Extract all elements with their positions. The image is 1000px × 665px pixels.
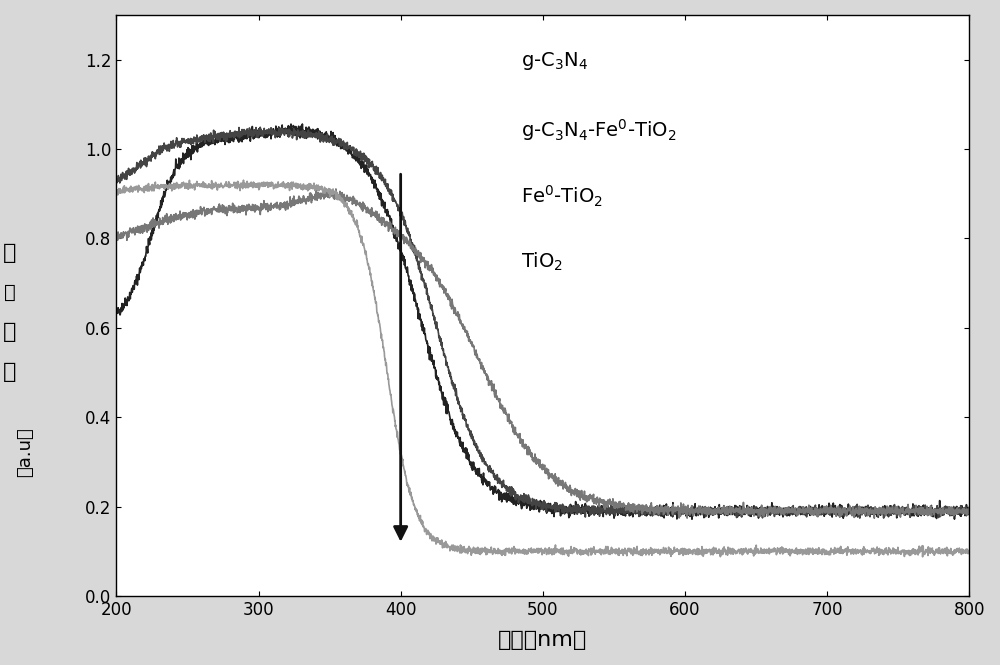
Text: 度: 度 bbox=[3, 362, 17, 382]
Text: （a.u）: （a.u） bbox=[16, 428, 34, 477]
Text: TiO$_2$: TiO$_2$ bbox=[521, 250, 564, 273]
Text: 、: 、 bbox=[4, 283, 16, 302]
Text: 光: 光 bbox=[3, 323, 17, 342]
Text: g-C$_3$N$_4$: g-C$_3$N$_4$ bbox=[521, 50, 589, 72]
X-axis label: 波长（nm）: 波长（nm） bbox=[498, 630, 587, 650]
Text: g-C$_3$N$_4$-Fe$^0$-TiO$_2$: g-C$_3$N$_4$-Fe$^0$-TiO$_2$ bbox=[521, 116, 677, 142]
Text: Fe$^0$-TiO$_2$: Fe$^0$-TiO$_2$ bbox=[521, 184, 603, 209]
Text: 吸: 吸 bbox=[3, 243, 17, 263]
